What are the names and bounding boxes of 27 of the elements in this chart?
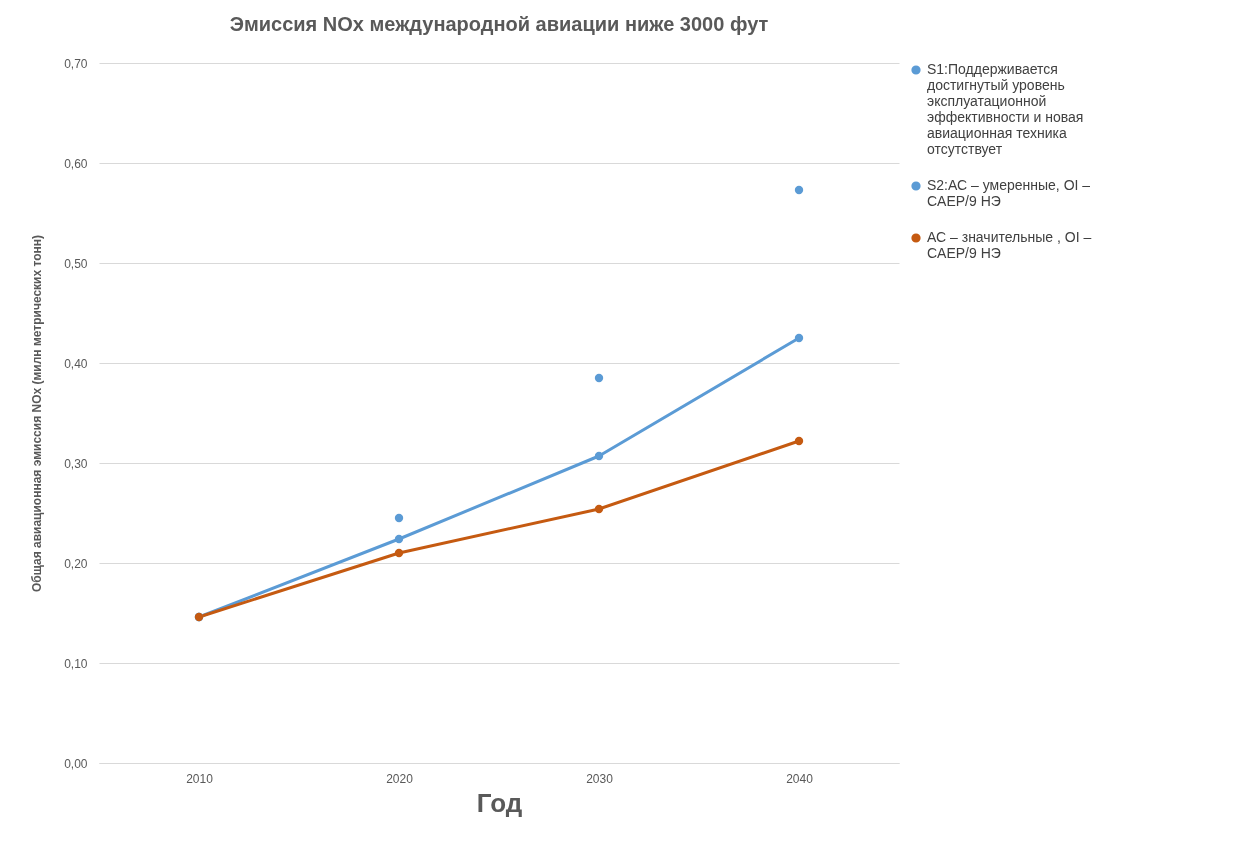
y-tick-label: 0,30 (64, 456, 88, 471)
y-tick-label: 0,70 (64, 56, 88, 71)
x-tick-label: 2020 (386, 771, 414, 786)
y-tick-label: 0,60 (64, 156, 88, 171)
point (594, 451, 604, 461)
point (594, 373, 604, 383)
chart-title: Эмиссия NOx международной авиации ниже 3000 фут (229, 13, 769, 35)
legend-label: S2:АС – умеренные, OI – CAEP/9 НЭ (927, 177, 1091, 209)
point (394, 534, 404, 544)
y-tick-label: 0,20 (64, 556, 88, 571)
x-tick-label: 2030 (586, 771, 614, 786)
legend-label: S1:Поддерживается достигнутый уровень эксплуатационной эффективности и новая авиационная техника отсутствует (927, 61, 1084, 157)
x-tick-label: 2010 (186, 771, 214, 786)
point (594, 504, 604, 514)
point (394, 548, 404, 558)
point (794, 436, 804, 446)
y-tick-label: 0,50 (64, 256, 88, 271)
x-tick-label: 2040 (786, 771, 814, 786)
point (394, 513, 404, 523)
y-tick-label: 0,00 (64, 756, 88, 771)
y-tick-label: 0,40 (64, 356, 88, 371)
point (794, 333, 804, 343)
legend-label: АС – значительные , OI – CAEP/9 НЭ (927, 229, 1092, 261)
x-axis-title: Год (476, 787, 523, 818)
point (794, 185, 804, 195)
y-axis-title: Общая авиационная эмиссия NOx (милн метрических тонн) (30, 234, 45, 593)
y-tick-label: 0,10 (64, 656, 88, 671)
